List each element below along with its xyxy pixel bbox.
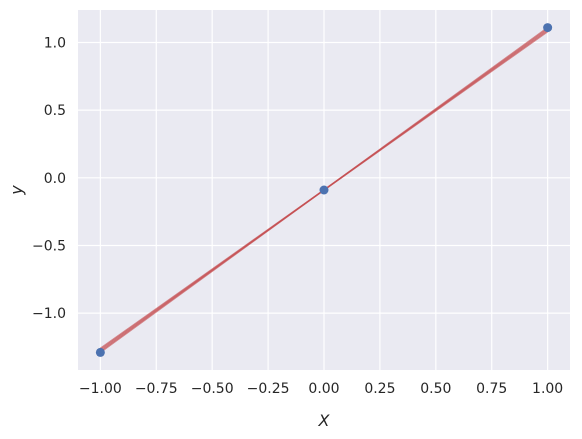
- x-tick-label: −1.00: [79, 381, 122, 397]
- x-tick-label: −0.50: [191, 381, 234, 397]
- x-axis-title: X: [318, 411, 331, 430]
- y-axis-title: y: [7, 185, 26, 196]
- y-tick-label: 0.0: [44, 171, 66, 187]
- x-tick-labels: −1.00 −0.75 −0.50 −0.25 0.00 0.25 0.50 0.75 1.00: [79, 381, 563, 397]
- x-tick-label: 1.00: [532, 381, 563, 397]
- y-tick-label: 1.0: [44, 35, 66, 51]
- y-tick-label: −0.5: [32, 238, 66, 254]
- data-point: [319, 185, 329, 195]
- x-tick-label: 0.50: [420, 381, 451, 397]
- x-tick-label: −0.25: [247, 381, 290, 397]
- y-tick-label: −1.0: [32, 306, 66, 322]
- y-tick-labels: −1.0 −0.5 0.0 0.5 1.0: [32, 35, 66, 322]
- x-tick-label: −0.75: [135, 381, 178, 397]
- data-points: [95, 23, 553, 357]
- x-tick-label: 0.25: [364, 381, 395, 397]
- data-point: [95, 347, 105, 357]
- x-tick-label: 0.75: [476, 381, 507, 397]
- data-point: [543, 23, 553, 33]
- y-tick-label: 0.5: [44, 103, 66, 119]
- x-tick-label: 0.00: [308, 381, 339, 397]
